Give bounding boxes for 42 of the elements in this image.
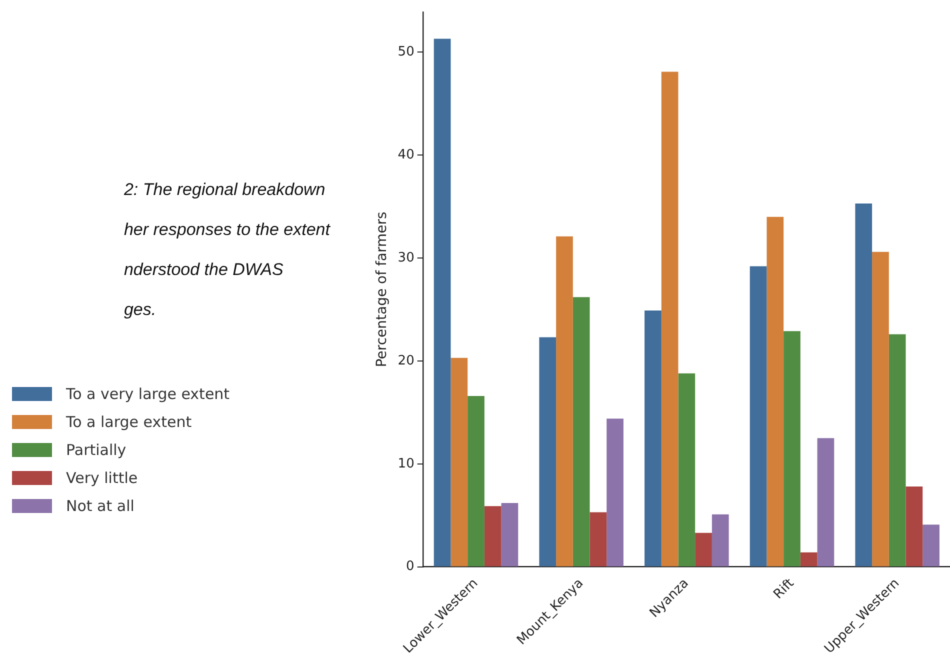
bar bbox=[855, 203, 872, 566]
bar bbox=[872, 252, 889, 566]
bar bbox=[644, 310, 662, 566]
y-tick-label: 30 bbox=[398, 250, 414, 266]
bar bbox=[450, 358, 468, 566]
bar bbox=[906, 486, 923, 566]
bar bbox=[784, 331, 800, 566]
bar bbox=[712, 514, 729, 566]
text: nderstood the DWAS bbox=[124, 259, 284, 281]
bar bbox=[539, 337, 556, 566]
bar bbox=[484, 506, 502, 566]
bar bbox=[766, 216, 784, 566]
legend-label: To a large extent bbox=[66, 413, 192, 431]
bar bbox=[468, 396, 484, 566]
y-tick-label: 0 bbox=[406, 559, 414, 574]
text: ges. bbox=[124, 299, 158, 321]
bar bbox=[800, 552, 818, 566]
bar bbox=[434, 38, 451, 566]
text: 2: The regional breakdown bbox=[124, 179, 326, 201]
bar bbox=[678, 373, 696, 566]
x-tick-label: Rift bbox=[770, 576, 798, 602]
bar bbox=[501, 503, 518, 566]
text: her responses to the extent bbox=[124, 219, 330, 241]
bar bbox=[590, 512, 607, 566]
legend-label: Partially bbox=[66, 441, 126, 459]
bar bbox=[606, 418, 624, 566]
bar bbox=[661, 72, 678, 566]
bar bbox=[750, 266, 767, 566]
bar bbox=[888, 334, 906, 566]
bar bbox=[572, 297, 590, 566]
y-tick-label: 20 bbox=[398, 353, 414, 368]
y-axis-title: Percentage of farmers bbox=[374, 212, 390, 368]
bar bbox=[556, 236, 573, 566]
y-tick-label: 40 bbox=[398, 147, 414, 162]
legend-label: Not at all bbox=[66, 497, 134, 515]
legend-label: To a very large extent bbox=[66, 385, 230, 403]
bar bbox=[695, 532, 712, 566]
legend-label: Very little bbox=[66, 469, 138, 487]
y-tick-label: 50 bbox=[398, 44, 414, 60]
y-tick-label: 10 bbox=[398, 456, 414, 472]
bar bbox=[817, 438, 834, 566]
bar bbox=[922, 524, 940, 566]
